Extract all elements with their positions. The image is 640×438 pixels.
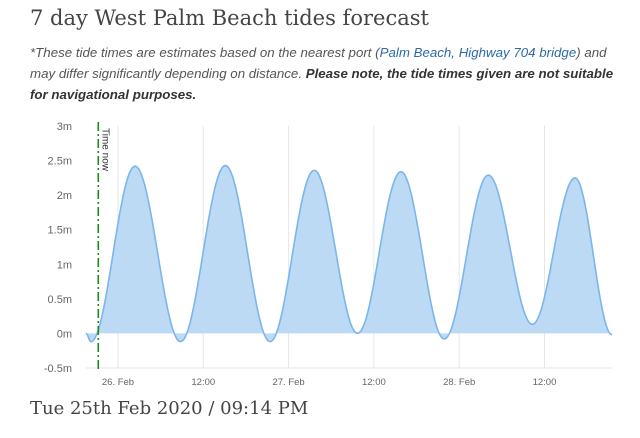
disclaimer-prefix: *These tide times are estimates based on…	[30, 45, 380, 60]
x-tick-label: 28. Feb	[443, 377, 475, 388]
page-title: 7 day West Palm Beach tides forecast	[30, 6, 429, 30]
y-tick-label: 2.5m	[48, 156, 72, 168]
time-now-marker: Time now	[97, 122, 110, 370]
tide-extreme-point	[313, 169, 315, 171]
tide-extreme-point	[85, 332, 87, 334]
y-tick-label: -0.5m	[44, 363, 72, 375]
y-tick-label: 2m	[57, 190, 72, 202]
tide-extreme-point	[269, 341, 271, 343]
disclaimer-middle: ) and may differ significantly depending…	[30, 45, 607, 81]
current-datetime: Tue 25th Feb 2020 / 09:14 PM	[30, 398, 309, 419]
tide-extreme-point	[487, 174, 489, 176]
axes: 26. Feb 12:00 27. Feb 12:00 28. Feb 12:00 3m 2.…	[44, 121, 556, 388]
x-tick-label: 12:00	[533, 377, 557, 388]
tide-extreme-point	[179, 341, 181, 343]
x-tick-label: 27. Feb	[272, 377, 304, 388]
tide-extreme-point	[90, 341, 92, 343]
tide-extreme-point	[531, 323, 533, 325]
tide-extreme-point	[134, 165, 136, 167]
tide-extreme-point	[356, 332, 358, 334]
tide-extreme-point	[574, 177, 576, 179]
navigation-warning: Please note, the tide times given are no…	[30, 66, 614, 102]
disclaimer-text: *These tide times are estimates based on…	[30, 42, 620, 105]
x-tick-label: 12:00	[362, 377, 386, 388]
tide-extreme-point	[443, 338, 445, 340]
tide-extreme-point	[611, 334, 613, 336]
port-link[interactable]: Palm Beach, Highway 704 bridge	[379, 45, 577, 60]
tide-extreme-point	[224, 164, 226, 166]
tide-chart: 26. Feb 12:00 27. Feb 12:00 28. Feb 12:00 3m 2.…	[44, 121, 613, 388]
y-tick-label: 3m	[57, 121, 72, 133]
y-tick-label: 1m	[57, 259, 72, 271]
y-tick-label: 1.5m	[48, 225, 72, 237]
x-tick-label: 12:00	[191, 377, 215, 388]
tide-area-fill	[86, 165, 612, 342]
tide-line	[85, 164, 613, 343]
time-now-label: Time now	[99, 128, 110, 172]
tide-extreme-point	[400, 170, 402, 172]
y-tick-label: 0m	[57, 328, 72, 340]
x-tick-label: 26. Feb	[102, 377, 134, 388]
y-tick-label: 0.5m	[48, 294, 72, 306]
tide-series[interactable]	[85, 164, 613, 343]
